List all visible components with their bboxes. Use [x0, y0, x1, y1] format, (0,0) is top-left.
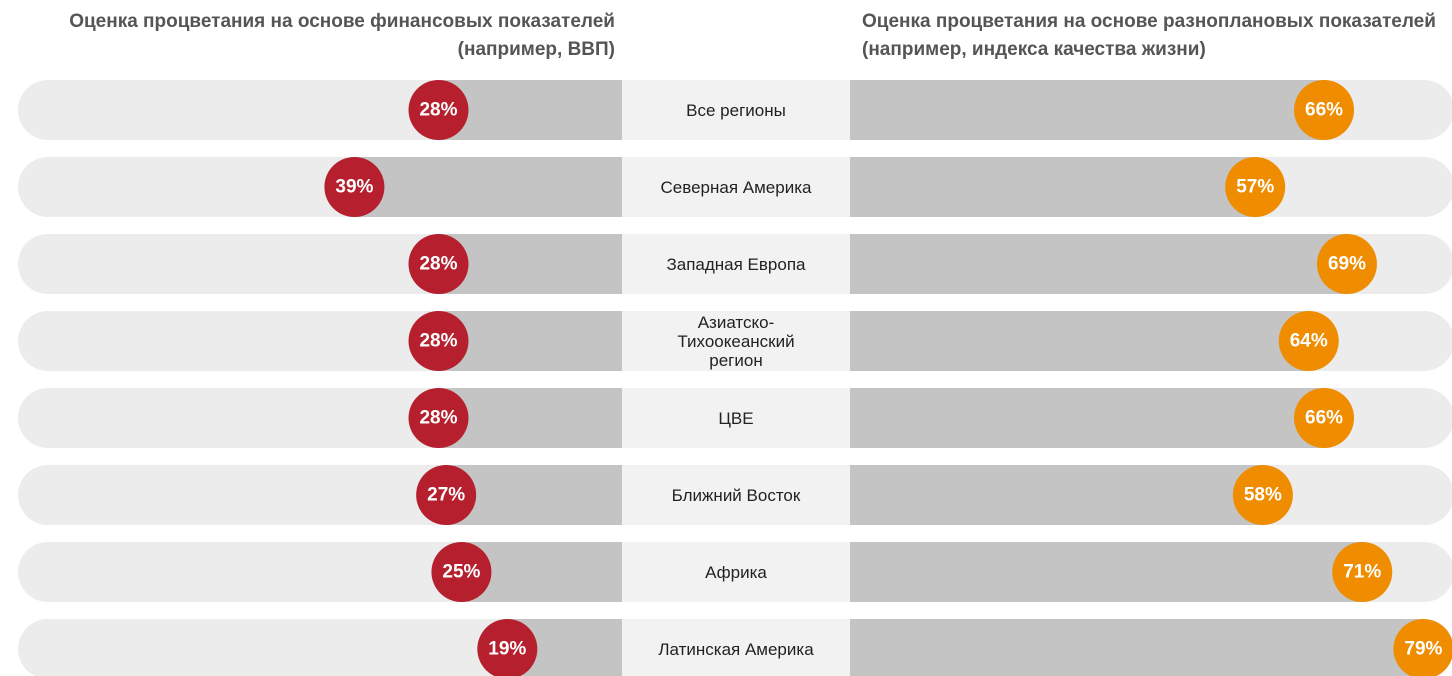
category-label: Азиатско-Тихоокеанский регион	[677, 312, 795, 370]
value-dot	[1294, 388, 1355, 448]
bar	[850, 619, 1424, 676]
value-label: 25%	[442, 562, 480, 583]
category-label: Ближний Восток	[671, 485, 801, 505]
value-dot	[1393, 619, 1452, 676]
bar	[850, 465, 1263, 525]
value-label: 28%	[419, 254, 457, 275]
value-label: 69%	[1328, 254, 1366, 275]
value-dot	[408, 311, 469, 371]
category-label: ЦВЕ	[718, 408, 754, 428]
value-dot	[416, 465, 477, 525]
category-label: Северная Америка	[660, 177, 812, 197]
value-label: 66%	[1305, 100, 1343, 121]
value-dot	[1278, 311, 1339, 371]
value-label: 28%	[419, 100, 457, 121]
label-cell	[622, 234, 850, 294]
value-label: 57%	[1236, 177, 1274, 198]
value-dot	[1232, 465, 1293, 525]
value-label: 66%	[1305, 408, 1343, 429]
value-label: 19%	[488, 639, 526, 660]
value-dot	[408, 80, 469, 140]
value-dot	[477, 619, 538, 676]
value-dot	[408, 388, 469, 448]
value-label: 39%	[335, 177, 373, 198]
label-cell	[622, 157, 850, 217]
bar	[438, 388, 622, 448]
bar	[354, 157, 622, 217]
bar	[850, 80, 1325, 140]
value-dot	[324, 157, 385, 217]
label-cell	[622, 388, 850, 448]
category-label: Африка	[705, 562, 767, 582]
value-dot	[431, 542, 492, 602]
value-label: 71%	[1343, 562, 1381, 583]
bar	[438, 234, 622, 294]
value-label: 64%	[1290, 331, 1328, 352]
value-dot	[1316, 234, 1377, 294]
bar	[850, 388, 1325, 448]
bar	[850, 157, 1256, 217]
label-cell	[622, 80, 850, 140]
category-label: Западная Европа	[666, 254, 806, 274]
label-cell	[622, 542, 850, 602]
label-cell	[622, 465, 850, 525]
bar	[850, 234, 1347, 294]
right-series-title: Оценка процветания на основе разнопланов…	[862, 11, 1436, 60]
left-series-title: Оценка процветания на основе финансовых …	[69, 11, 615, 60]
category-label: Латинская Америка	[658, 639, 814, 659]
value-dot	[1332, 542, 1393, 602]
value-label: 58%	[1244, 485, 1282, 506]
bar	[438, 80, 622, 140]
value-dot	[408, 234, 469, 294]
value-label: 79%	[1404, 639, 1442, 660]
bar	[438, 311, 622, 371]
value-dot	[1294, 80, 1355, 140]
value-label: 28%	[419, 331, 457, 352]
value-label: 27%	[427, 485, 465, 506]
value-dot	[1225, 157, 1286, 217]
bar	[850, 542, 1363, 602]
label-cell	[622, 311, 850, 371]
label-cell	[622, 619, 850, 676]
category-label: Все регионы	[686, 100, 786, 120]
bar	[850, 311, 1309, 371]
value-label: 28%	[419, 408, 457, 429]
